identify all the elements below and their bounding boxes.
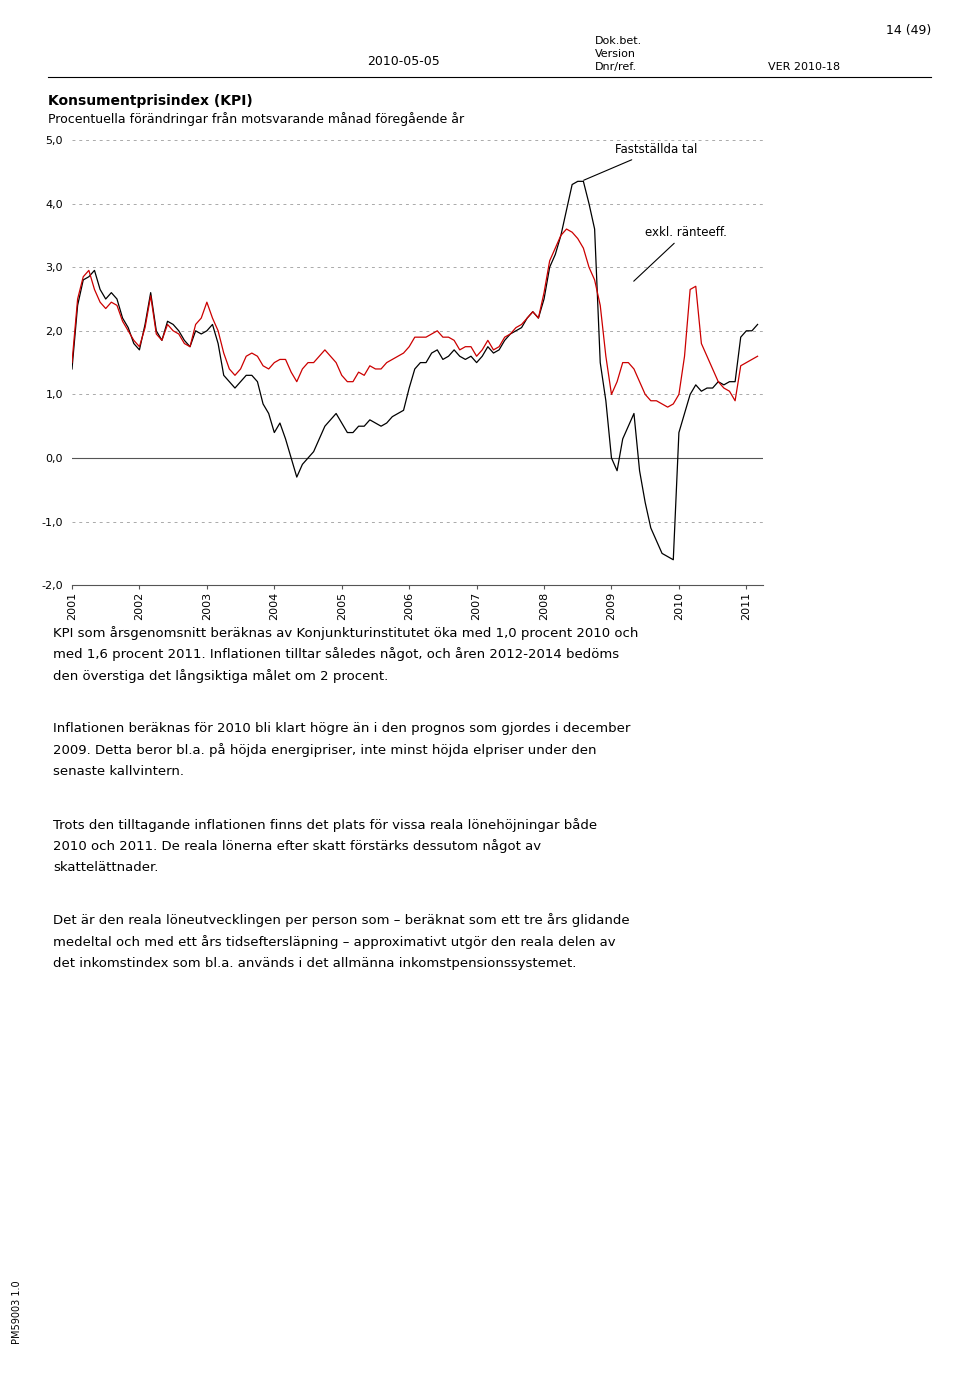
Text: Procentuella förändringar från motsvarande månad föregående år: Procentuella förändringar från motsvaran… — [48, 112, 464, 126]
Text: 14 (49): 14 (49) — [886, 24, 931, 36]
Text: 2010 och 2011. De reala lönerna efter skatt förstärks dessutom något av: 2010 och 2011. De reala lönerna efter sk… — [53, 839, 540, 853]
Text: senaste kallvintern.: senaste kallvintern. — [53, 764, 183, 778]
Text: medeltal och med ett års tidseftersläpning – approximativt utgör den reala delen: medeltal och med ett års tidseftersläpni… — [53, 935, 615, 949]
Text: PM59003 1.0: PM59003 1.0 — [12, 1281, 21, 1344]
Text: Inflationen beräknas för 2010 bli klart högre än i den prognos som gjordes i dec: Inflationen beräknas för 2010 bli klart … — [53, 722, 630, 735]
Text: exkl. ränteeff.: exkl. ränteeff. — [634, 225, 727, 281]
Text: Konsumentprisindex (KPI): Konsumentprisindex (KPI) — [48, 94, 252, 108]
Text: VER 2010-18: VER 2010-18 — [768, 62, 840, 71]
Text: Fastställda tal: Fastställda tal — [584, 143, 697, 181]
Text: det inkomstindex som bl.a. används i det allmänna inkomstpensionssystemet.: det inkomstindex som bl.a. används i det… — [53, 958, 576, 970]
Text: Trots den tilltagande inflationen finns det plats för vissa reala lönehöjningar : Trots den tilltagande inflationen finns … — [53, 818, 597, 832]
Text: KPI som årsgenomsnitt beräknas av Konjunkturinstitutet öka med 1,0 procent 2010 : KPI som årsgenomsnitt beräknas av Konjun… — [53, 626, 638, 640]
Text: 2009. Detta beror bl.a. på höjda energipriser, inte minst höjda elpriser under d: 2009. Detta beror bl.a. på höjda energip… — [53, 743, 596, 757]
Text: Det är den reala löneutvecklingen per person som – beräknat som ett tre års glid: Det är den reala löneutvecklingen per pe… — [53, 913, 630, 927]
Text: skattelättnader.: skattelättnader. — [53, 861, 158, 874]
Text: Dnr/ref.: Dnr/ref. — [595, 62, 637, 71]
Text: 2010-05-05: 2010-05-05 — [367, 55, 440, 67]
Text: med 1,6 procent 2011. Inflationen tilltar således något, och åren 2012-2014 bedö: med 1,6 procent 2011. Inflationen tillta… — [53, 647, 619, 661]
Text: den överstiga det långsiktiga målet om 2 procent.: den överstiga det långsiktiga målet om 2… — [53, 669, 388, 683]
Text: Version: Version — [595, 49, 636, 59]
Text: Dok.bet.: Dok.bet. — [595, 36, 642, 46]
